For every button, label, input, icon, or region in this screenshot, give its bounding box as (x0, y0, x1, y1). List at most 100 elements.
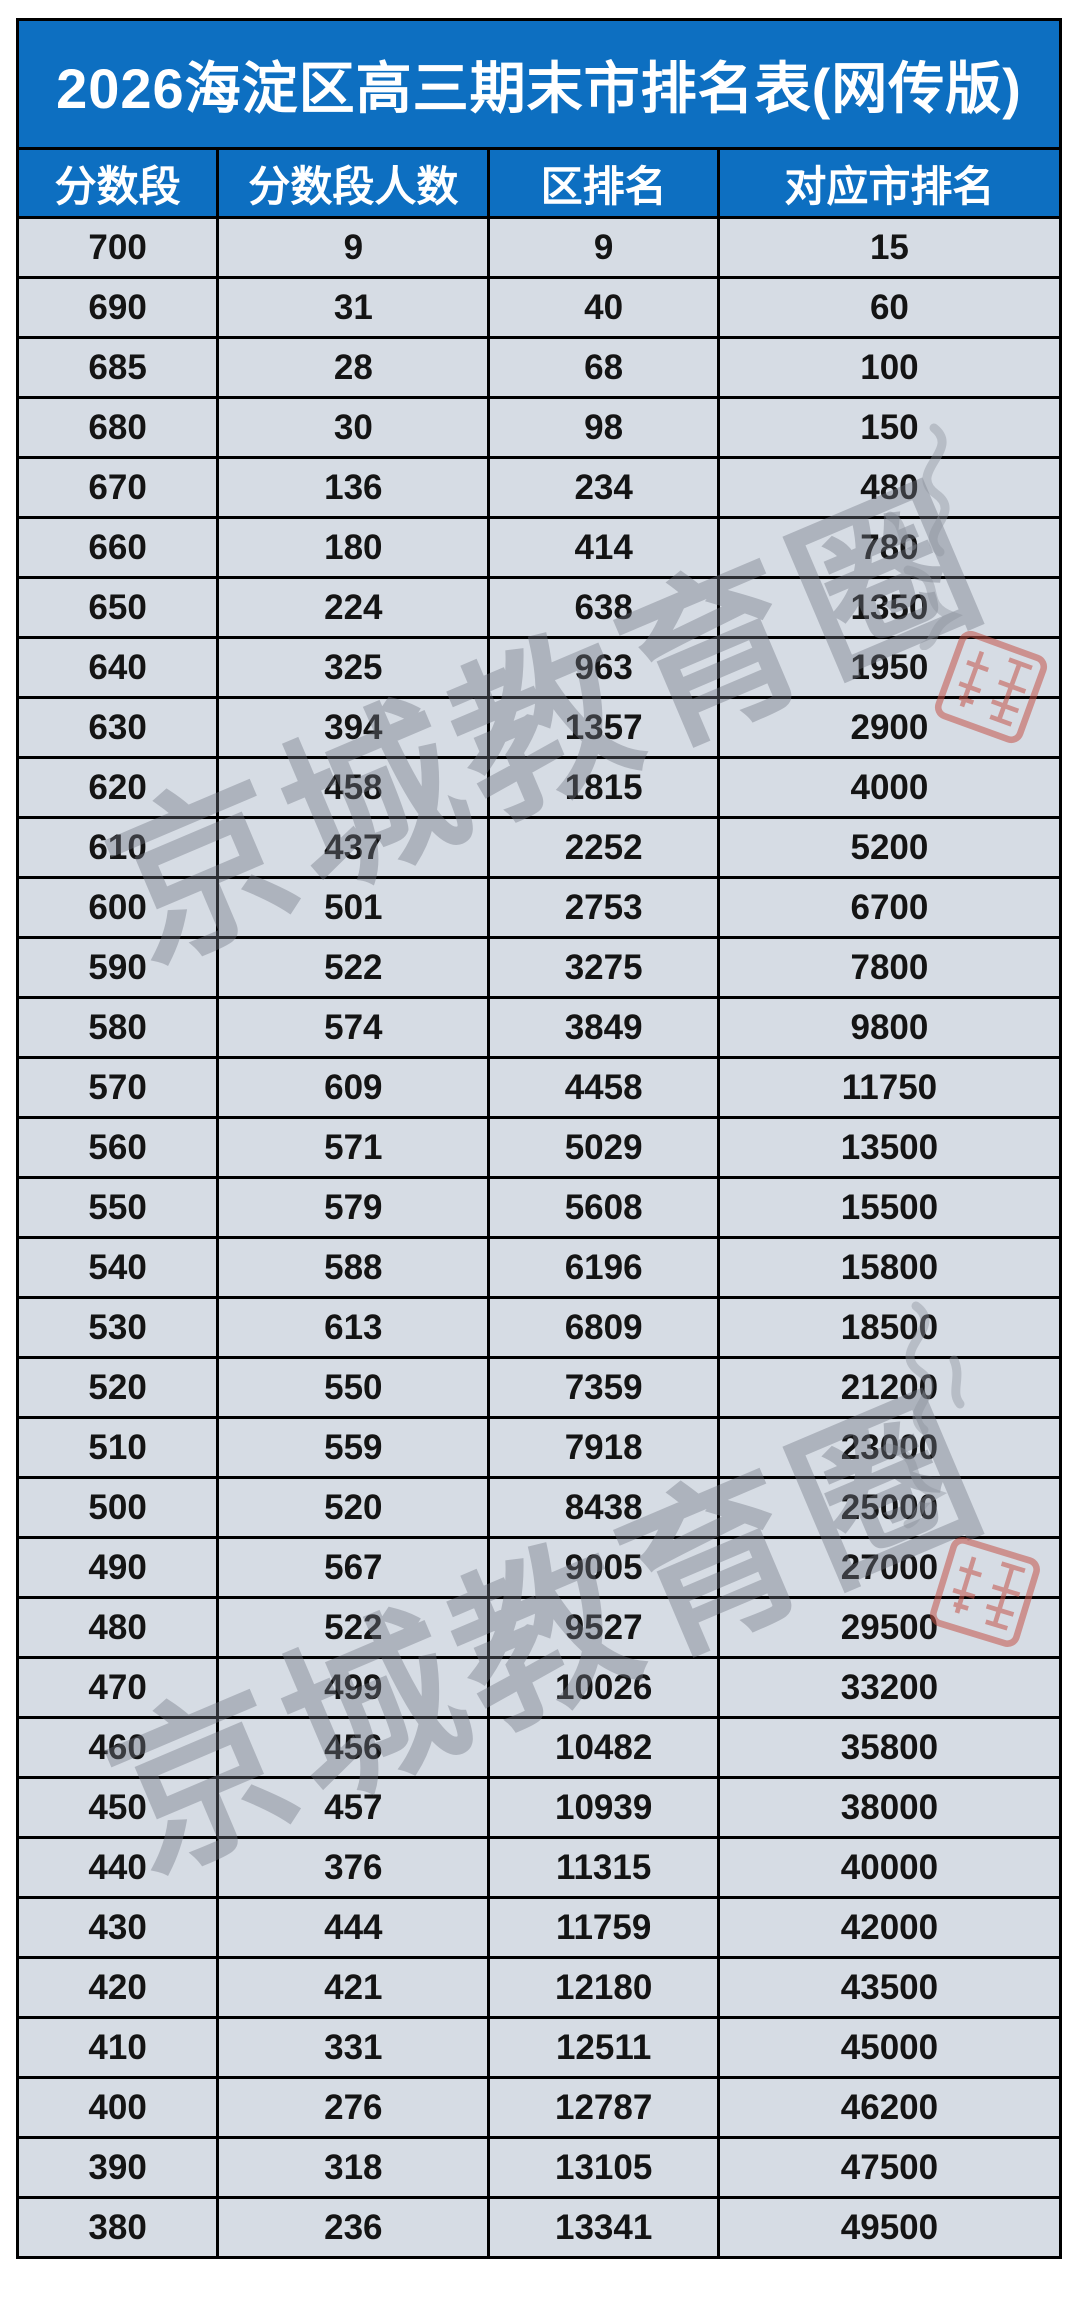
table-cell: 40 (487, 276, 720, 339)
table-cell: 3849 (487, 996, 720, 1059)
table-cell: 430 (15, 1896, 220, 1959)
table-cell: 9800 (716, 996, 1063, 1059)
table-cell: 11750 (716, 1056, 1063, 1119)
table-cell: 47500 (716, 2136, 1063, 2199)
table-row: 550 579 5608 15500 (15, 1176, 1063, 1239)
table-cell: 670 (15, 456, 220, 519)
table-cell: 437 (216, 816, 491, 879)
table-cell: 510 (15, 1416, 220, 1479)
table-cell: 5029 (487, 1116, 720, 1179)
table-cell: 444 (216, 1896, 491, 1959)
table-row: 640 325 963 1950 (15, 636, 1063, 699)
table-row: 500 520 8438 25000 (15, 1476, 1063, 1539)
table-cell: 5608 (487, 1176, 720, 1239)
table-cell: 457 (216, 1776, 491, 1839)
table-row: 390 318 13105 47500 (15, 2136, 1063, 2199)
table-cell: 234 (487, 456, 720, 519)
table-cell: 12787 (487, 2076, 720, 2139)
table-cell: 1350 (716, 576, 1063, 639)
column-header: 区排名 (487, 147, 720, 219)
table-cell: 600 (15, 876, 220, 939)
column-header: 分数段 (15, 147, 220, 219)
table-cell: 29500 (716, 1596, 1063, 1659)
table-cell: 15800 (716, 1236, 1063, 1299)
table-row: 580 574 3849 9800 (15, 996, 1063, 1059)
table-cell: 6196 (487, 1236, 720, 1299)
table-cell: 33200 (716, 1656, 1063, 1719)
table-cell: 690 (15, 276, 220, 339)
table-cell: 499 (216, 1656, 491, 1719)
table-row: 650 224 638 1350 (15, 576, 1063, 639)
table-row: 490 567 9005 27000 (15, 1536, 1063, 1599)
table-cell: 579 (216, 1176, 491, 1239)
table-cell: 456 (216, 1716, 491, 1779)
table-cell: 400 (15, 2076, 220, 2139)
table-row: 480 522 9527 29500 (15, 1596, 1063, 1659)
table-cell: 10939 (487, 1776, 720, 1839)
table-cell: 420 (15, 1956, 220, 2019)
table-cell: 18500 (716, 1296, 1063, 1359)
table-row: 510 559 7918 23000 (15, 1416, 1063, 1479)
table-cell: 12511 (487, 2016, 720, 2079)
table-cell: 610 (15, 816, 220, 879)
table-cell: 559 (216, 1416, 491, 1479)
table-row: 520 550 7359 21200 (15, 1356, 1063, 1419)
table-cell: 100 (716, 336, 1063, 399)
table-cell: 98 (487, 396, 720, 459)
table-cell: 501 (216, 876, 491, 939)
table-cell: 40000 (716, 1836, 1063, 1899)
table-cell: 4000 (716, 756, 1063, 819)
table-cell: 780 (716, 516, 1063, 579)
table-row: 610 437 2252 5200 (15, 816, 1063, 879)
table-cell: 550 (216, 1356, 491, 1419)
table-cell: 613 (216, 1296, 491, 1359)
table-cell: 490 (15, 1536, 220, 1599)
table-row: 590 522 3275 7800 (15, 936, 1063, 999)
table-cell: 15 (716, 216, 1063, 279)
table-cell: 68 (487, 336, 720, 399)
table-cell: 640 (15, 636, 220, 699)
table-cell: 571 (216, 1116, 491, 1179)
column-header: 分数段人数 (216, 147, 491, 219)
table-cell: 410 (15, 2016, 220, 2079)
table-cell: 38000 (716, 1776, 1063, 1839)
table-row: 620 458 1815 4000 (15, 756, 1063, 819)
table-row: 690 31 40 60 (15, 276, 1063, 339)
table-cell: 10026 (487, 1656, 720, 1719)
table-row: 540 588 6196 15800 (15, 1236, 1063, 1299)
table-cell: 43500 (716, 1956, 1063, 2019)
table-cell: 458 (216, 756, 491, 819)
table-row: 440 376 11315 40000 (15, 1836, 1063, 1899)
ranking-table: 2026海淀区高三期末市排名表(网传版) 分数段 分数段人数 区排名 对应市排名 70… (15, 18, 1063, 2259)
table-cell: 440 (15, 1836, 220, 1899)
table-cell: 21200 (716, 1356, 1063, 1419)
header-row: 分数段 分数段人数 区排名 对应市排名 (15, 147, 1063, 219)
table-row: 630 394 1357 2900 (15, 696, 1063, 759)
table-row: 685 28 68 100 (15, 336, 1063, 399)
table-cell: 28 (216, 336, 491, 399)
table-cell: 1950 (716, 636, 1063, 699)
table-cell: 331 (216, 2016, 491, 2079)
table-cell: 680 (15, 396, 220, 459)
table-cell: 9005 (487, 1536, 720, 1599)
table-cell: 574 (216, 996, 491, 1059)
table-cell: 5200 (716, 816, 1063, 879)
table-row: 430 444 11759 42000 (15, 1896, 1063, 1959)
table-cell: 8438 (487, 1476, 720, 1539)
table-cell: 685 (15, 336, 220, 399)
table-cell: 180 (216, 516, 491, 579)
table-cell: 480 (716, 456, 1063, 519)
table-cell: 325 (216, 636, 491, 699)
table-cell: 15500 (716, 1176, 1063, 1239)
table-cell: 588 (216, 1236, 491, 1299)
table-cell: 620 (15, 756, 220, 819)
table-cell: 522 (216, 936, 491, 999)
table-row: 700 9 9 15 (15, 216, 1063, 279)
table-cell: 2252 (487, 816, 720, 879)
table-cell: 520 (216, 1476, 491, 1539)
table-cell: 2900 (716, 696, 1063, 759)
table-cell: 660 (15, 516, 220, 579)
table-cell: 1815 (487, 756, 720, 819)
table-cell: 224 (216, 576, 491, 639)
table-cell: 45000 (716, 2016, 1063, 2079)
